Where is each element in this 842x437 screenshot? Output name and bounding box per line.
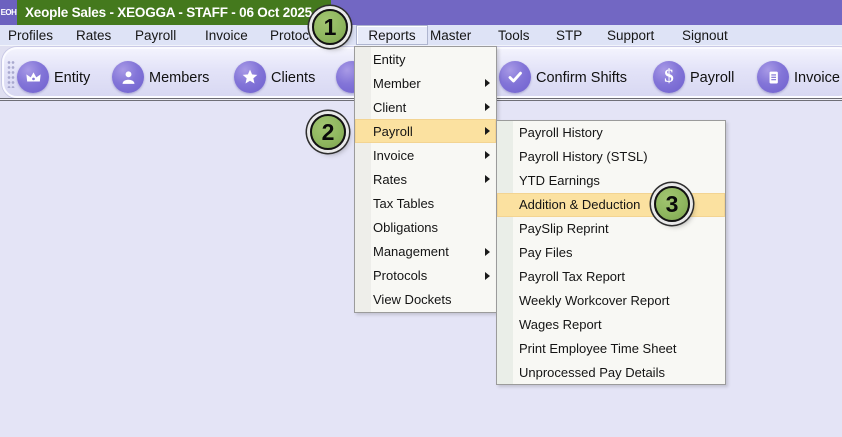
- menu-item-label: Tax Tables: [373, 196, 435, 212]
- reports-menu-item-view-dockets[interactable]: View Dockets: [355, 288, 496, 312]
- submenu-arrow-icon: [485, 175, 490, 184]
- payroll-submenu-item-payroll-tax-report[interactable]: Payroll Tax Report: [497, 264, 725, 288]
- menubar-item-master[interactable]: Master: [430, 28, 472, 43]
- menu-gutter: [355, 47, 371, 312]
- menubar-item-invoice[interactable]: Invoice: [205, 28, 248, 43]
- reports-menu-item-client[interactable]: Client: [355, 95, 496, 119]
- menu-item-label: Member: [373, 75, 421, 91]
- payroll-submenu-item-ytd-earnings[interactable]: YTD Earnings: [497, 169, 725, 193]
- menubar-item-profiles[interactable]: Profiles: [8, 28, 54, 43]
- step-callout-1: 1: [312, 9, 348, 45]
- toolbar-button-payroll[interactable]: Payroll: [690, 70, 735, 86]
- submenu-arrow-icon: [485, 79, 490, 88]
- payroll-submenu: Payroll History Payroll History (STSL) YTD…: [496, 120, 726, 385]
- submenu-arrow-icon: [485, 127, 490, 136]
- menu-item-label: Wages Report: [519, 316, 602, 332]
- invoice-icon[interactable]: [757, 61, 789, 93]
- menu-item-label: Obligations: [373, 220, 439, 236]
- payroll-submenu-item-print-employee-time-sheet[interactable]: Print Employee Time Sheet: [497, 336, 725, 360]
- menubar-item-support[interactable]: Support: [607, 28, 655, 43]
- submenu-arrow-icon: [485, 247, 490, 256]
- menubar-item-rates[interactable]: Rates: [76, 28, 112, 43]
- menu-item-label: Client: [373, 99, 407, 115]
- menu-item-label: View Dockets: [373, 292, 452, 308]
- toolbar-grip-handle[interactable]: [7, 60, 15, 88]
- window-title: Xeople Sales - XEOGGA - STAFF - 06 Oct 2…: [25, 5, 312, 20]
- payroll-submenu-item-pay-files[interactable]: Pay Files: [497, 241, 725, 265]
- submenu-arrow-icon: [485, 103, 490, 112]
- reports-menu-item-protocols[interactable]: Protocols: [355, 264, 496, 288]
- menubar-item-payroll[interactable]: Payroll: [135, 28, 177, 43]
- menu-item-label: Management: [373, 244, 449, 260]
- reports-dropdown-menu: Entity Member Client Payroll Invoice Rates Tax…: [354, 46, 497, 313]
- check-icon[interactable]: [499, 61, 531, 93]
- toolbar-button-members[interactable]: Members: [149, 70, 210, 86]
- payroll-submenu-item-wages-report[interactable]: Wages Report: [497, 312, 725, 336]
- menu-item-label: Payroll Tax Report: [519, 268, 625, 284]
- menu-item-label: Rates: [373, 171, 407, 187]
- toolbar-button-entity[interactable]: Entity: [54, 70, 91, 86]
- menu-item-label: PaySlip Reprint: [519, 221, 609, 237]
- payroll-submenu-item-weekly-workcover-report[interactable]: Weekly Workcover Report: [497, 288, 725, 312]
- menu-item-label: Payroll: [373, 123, 413, 139]
- menu-item-label: YTD Earnings: [519, 173, 600, 189]
- reports-menu-item-member[interactable]: Member: [355, 71, 496, 95]
- star-icon[interactable]: [234, 61, 266, 93]
- menubar-item-reports[interactable]: Reports: [356, 25, 428, 45]
- payroll-submenu-item-payroll-history-stsl[interactable]: Payroll History (STSL): [497, 145, 725, 169]
- toolbar-button-confirm-shifts[interactable]: Confirm Shifts: [536, 70, 628, 86]
- dollar-icon[interactable]: $: [653, 61, 685, 93]
- reports-menu-item-entity[interactable]: Entity: [355, 47, 496, 71]
- title-bar: EOH Xeople Sales - XEOGGA - STAFF - 06 O…: [0, 0, 842, 25]
- toolbar-button-clients[interactable]: Clients: [271, 70, 316, 86]
- menu-item-label: Pay Files: [519, 244, 573, 260]
- payroll-submenu-item-addition-deduction[interactable]: Addition & Deduction: [497, 192, 725, 217]
- menu-item-label: Protocols: [373, 268, 428, 284]
- menu-gutter: [497, 121, 513, 384]
- menu-item-label: Payroll History: [519, 125, 603, 141]
- toolbar-button-invoice[interactable]: Invoice: [794, 70, 840, 86]
- menu-item-label: Addition & Deduction: [519, 197, 641, 213]
- menu-item-label: Print Employee Time Sheet: [519, 340, 677, 356]
- reports-menu-item-tax-tables[interactable]: Tax Tables: [355, 192, 496, 216]
- menubar-item-signout[interactable]: Signout: [682, 28, 728, 43]
- reports-menu-item-management[interactable]: Management: [355, 240, 496, 264]
- reports-menu-item-invoice[interactable]: Invoice: [355, 143, 496, 167]
- menu-item-label: Payroll History (STSL): [519, 149, 648, 165]
- submenu-arrow-icon: [485, 271, 490, 280]
- menu-item-label: Weekly Workcover Report: [519, 292, 670, 308]
- payroll-submenu-item-payslip-reprint[interactable]: PaySlip Reprint: [497, 217, 725, 241]
- reports-menu-item-rates[interactable]: Rates: [355, 167, 496, 191]
- reports-menu-item-obligations[interactable]: Obligations: [355, 216, 496, 240]
- submenu-arrow-icon: [485, 151, 490, 160]
- menu-item-label: Unprocessed Pay Details: [519, 364, 665, 380]
- menu-item-label: Invoice: [373, 147, 415, 163]
- person-icon[interactable]: [112, 61, 144, 93]
- menubar-item-stp[interactable]: STP: [556, 28, 583, 43]
- step-callout-2: 2: [310, 114, 346, 150]
- menu-item-label: Entity: [373, 51, 406, 67]
- menu-bar: Profiles Rates Payroll Invoice Protocols Repo…: [0, 25, 842, 46]
- title-highlight-band: Xeople Sales - XEOGGA - STAFF - 06 Oct 2…: [17, 0, 331, 25]
- payroll-submenu-item-payroll-history[interactable]: Payroll History: [497, 121, 725, 145]
- crown-icon[interactable]: [17, 61, 49, 93]
- payroll-submenu-item-unprocessed-pay-details[interactable]: Unprocessed Pay Details: [497, 360, 725, 384]
- app-logo-icon: EOH: [0, 0, 17, 25]
- step-callout-3: 3: [654, 186, 690, 222]
- reports-menu-item-payroll[interactable]: Payroll: [355, 119, 496, 144]
- menubar-item-tools[interactable]: Tools: [498, 28, 530, 43]
